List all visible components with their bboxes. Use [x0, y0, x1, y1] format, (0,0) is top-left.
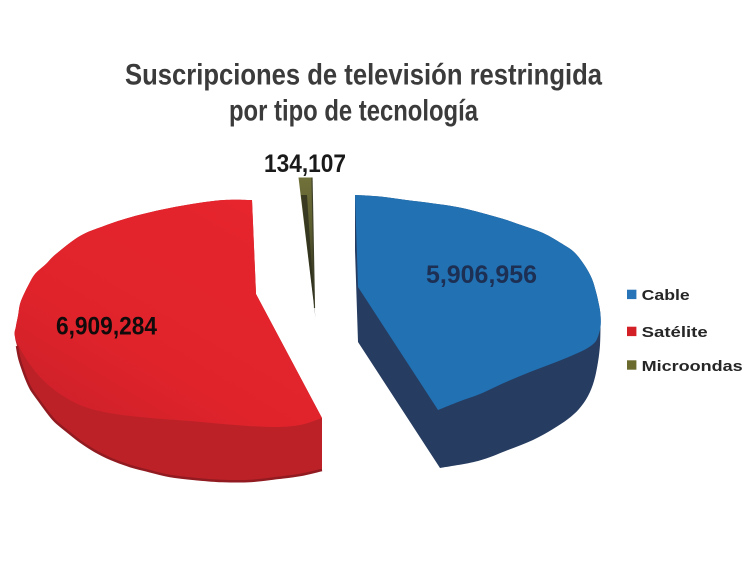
svg-text:Microondas: Microondas: [642, 358, 743, 375]
svg-text:134,107: 134,107: [264, 150, 346, 178]
svg-text:Suscripciones de televisión re: Suscripciones de televisión restringida: [125, 59, 602, 92]
svg-text:Satélite: Satélite: [642, 324, 708, 341]
svg-text:5,906,956: 5,906,956: [426, 261, 537, 289]
svg-text:Cable: Cable: [642, 287, 690, 304]
svg-text:por tipo de tecnología: por tipo de tecnología: [229, 95, 478, 128]
svg-text:6,909,284: 6,909,284: [56, 313, 157, 341]
